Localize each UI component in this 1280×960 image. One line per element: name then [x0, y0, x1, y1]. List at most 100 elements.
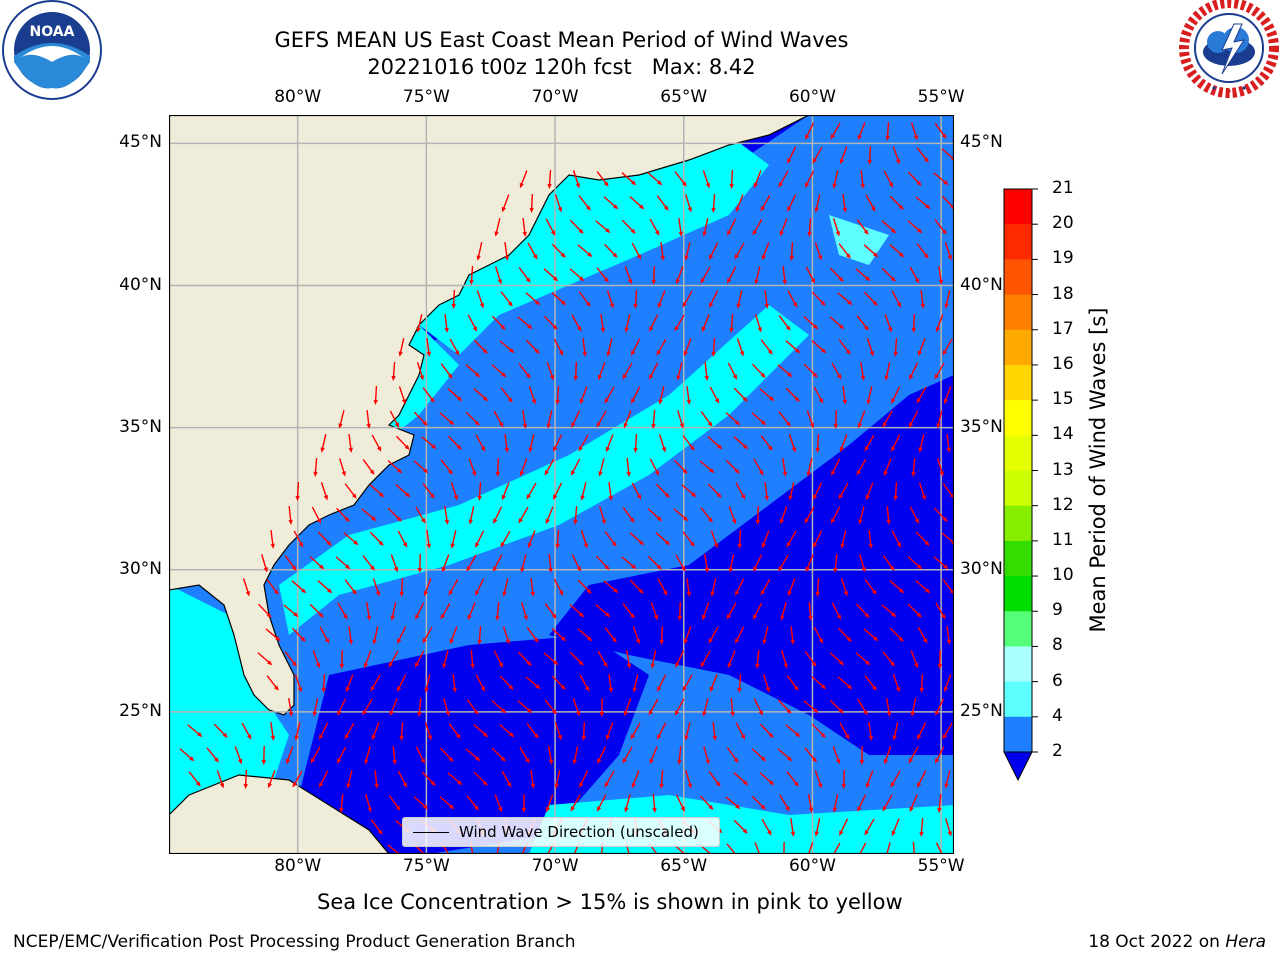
- wave-direction-arrow: [528, 386, 536, 402]
- wave-direction-arrowhead: [424, 687, 429, 693]
- wave-direction-arrow: [934, 123, 946, 137]
- wave-direction-arrow: [554, 194, 562, 210]
- wave-direction-arrow: [889, 627, 903, 641]
- wave-direction-arrowhead: [522, 231, 527, 237]
- wave-direction-arrow: [753, 554, 763, 570]
- wave-direction-arrow: [206, 747, 218, 761]
- wave-direction-arrowhead: [764, 495, 769, 501]
- wave-direction-arrow: [554, 722, 562, 738]
- wave-direction-arrow: [606, 434, 614, 450]
- wave-direction-arrowhead: [395, 805, 401, 811]
- wave-direction-arrow: [623, 746, 633, 762]
- wave-direction-arrowhead: [908, 422, 914, 428]
- wave-direction-arrow: [317, 531, 331, 545]
- wave-direction-arrowhead: [810, 278, 816, 284]
- wave-direction-arrowhead: [346, 783, 351, 789]
- wave-direction-arrow: [659, 386, 665, 402]
- wave-direction-arrow: [417, 314, 423, 330]
- wave-direction-arrow: [686, 385, 690, 403]
- wave-direction-arrowhead: [925, 588, 931, 594]
- wave-direction-arrow: [865, 434, 875, 450]
- colorbar-segment: [1004, 470, 1032, 507]
- wave-direction-arrow: [544, 699, 556, 713]
- wave-direction-arrowhead: [553, 494, 558, 500]
- colorbar-tick-label: 12: [1052, 494, 1074, 515]
- wave-direction-arrow: [502, 482, 510, 498]
- wave-direction-arrow: [946, 433, 950, 451]
- wave-direction-arrowhead: [501, 494, 506, 501]
- wave-direction-arrowhead: [603, 662, 608, 668]
- colorbar-tick-label: 16: [1052, 353, 1074, 374]
- wave-direction-arrowhead: [508, 684, 514, 690]
- wave-direction-arrow: [571, 458, 581, 474]
- wave-direction-arrowhead: [839, 158, 844, 165]
- wave-direction-arrow: [443, 650, 449, 666]
- wave-direction-arrow: [626, 649, 630, 667]
- wave-direction-arrowhead: [522, 423, 528, 429]
- wave-direction-arrowhead: [865, 782, 870, 789]
- colorbar-segment: [1004, 540, 1032, 577]
- colorbar: [1003, 188, 1038, 782]
- wave-direction-arrowhead: [477, 639, 482, 645]
- wave-direction-arrow: [448, 723, 460, 737]
- wave-direction-arrowhead: [444, 327, 449, 333]
- wave-direction-arrowhead: [520, 567, 525, 573]
- wave-direction-arrowhead: [871, 589, 877, 595]
- wave-direction-arrowhead: [498, 662, 503, 668]
- wave-direction-arrowhead: [472, 326, 478, 332]
- wave-direction-arrowhead: [809, 422, 815, 429]
- wave-direction-arrow: [707, 483, 721, 497]
- wave-direction-arrow: [834, 553, 838, 571]
- wave-direction-arrow: [868, 145, 872, 163]
- wave-direction-arrowhead: [301, 588, 307, 594]
- wave-direction-arrow: [449, 578, 459, 594]
- wave-direction-arrowhead: [687, 783, 692, 789]
- wave-direction-arrowhead: [267, 782, 272, 789]
- wave-direction-arrow: [753, 698, 763, 714]
- wave-direction-arrowhead: [415, 614, 420, 620]
- wave-direction-arrowhead: [351, 493, 357, 499]
- wave-direction-arrowhead: [577, 326, 582, 332]
- wave-direction-arrow: [700, 411, 712, 425]
- wave-direction-arrow: [494, 794, 502, 810]
- wave-direction-arrowhead: [732, 374, 738, 380]
- wave-direction-arrowhead: [937, 663, 943, 669]
- wave-direction-arrow: [500, 387, 512, 401]
- wave-direction-arrowhead: [935, 326, 940, 333]
- wave-direction-arrow: [574, 361, 578, 379]
- wave-direction-arrowhead: [555, 543, 560, 549]
- wave-direction-arrow: [786, 771, 798, 785]
- wave-direction-arrow: [242, 578, 250, 594]
- wave-direction-arrowhead: [275, 636, 281, 642]
- legend-line-sample: [413, 831, 449, 833]
- wave-direction-arrowhead: [811, 661, 817, 667]
- wave-direction-arrow: [187, 724, 201, 736]
- wave-direction-arrowhead: [404, 444, 410, 450]
- wave-direction-arrow: [652, 265, 656, 283]
- wave-direction-arrow: [415, 506, 425, 522]
- wave-direction-arrow: [477, 242, 483, 258]
- colorbar-tick-label: 19: [1052, 248, 1074, 269]
- wave-direction-arrowhead: [871, 685, 877, 691]
- wave-direction-arrowhead: [767, 830, 772, 836]
- wave-direction-arrowhead: [477, 495, 482, 501]
- wave-direction-arrowhead: [639, 540, 645, 546]
- wave-direction-arrow: [374, 385, 378, 403]
- wave-direction-arrowhead: [267, 660, 273, 666]
- wave-direction-arrow: [885, 697, 891, 715]
- wave-direction-arrowhead: [639, 204, 645, 210]
- wave-direction-arrow: [296, 481, 300, 499]
- wave-direction-arrowhead: [735, 638, 740, 644]
- wave-direction-arrowhead: [366, 423, 371, 429]
- wave-direction-arrow: [684, 626, 692, 642]
- wave-direction-arrow: [866, 770, 874, 786]
- wave-direction-arrowhead: [312, 711, 317, 717]
- wave-direction-arrow: [311, 746, 321, 762]
- wave-direction-arrowhead: [761, 542, 766, 549]
- wave-direction-arrowhead: [790, 831, 796, 837]
- wave-direction-arrowhead: [734, 254, 739, 260]
- wave-direction-arrow: [450, 482, 458, 498]
- wave-direction-arrow: [631, 386, 641, 402]
- wave-direction-arrowhead: [759, 470, 764, 476]
- wave-direction-arrowhead: [812, 372, 818, 378]
